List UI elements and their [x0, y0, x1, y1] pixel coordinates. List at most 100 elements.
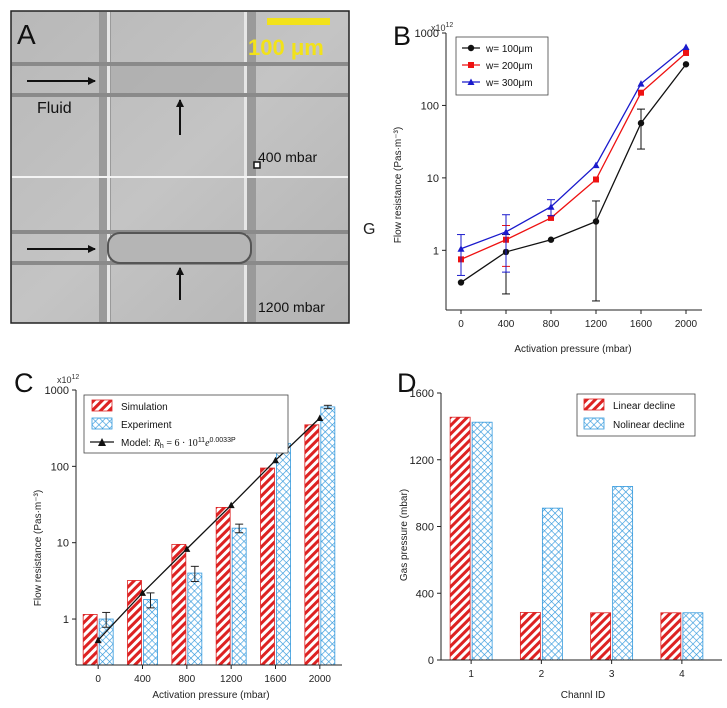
legend-label-linear: Linear decline	[613, 401, 676, 412]
x-tick-label-c: 2000	[309, 674, 332, 685]
y-tick-label-c: 10	[57, 538, 69, 550]
panel-a: 100 μm A Fluid 400 mbar 1200 mbar	[10, 10, 350, 324]
y-tick-label-d: 1600	[410, 388, 434, 400]
legend-marker-b	[467, 44, 475, 52]
y-tick-label-b: 100	[421, 100, 439, 112]
y-axis-label-b: Flow resistance (Pas·m⁻³)	[393, 127, 404, 243]
bar-d-linear	[590, 612, 612, 661]
dust-marker	[253, 161, 261, 169]
x-tick-label-b: 800	[543, 319, 560, 330]
x-tick-label-b: 1200	[585, 319, 608, 330]
bar-d-nonlinear	[541, 507, 563, 661]
model-point-c	[139, 589, 146, 596]
data-point-b	[592, 161, 600, 169]
bar-c-experiment	[143, 599, 158, 666]
bar-c-simulation	[260, 467, 275, 666]
legend-label-b: w= 300μm	[485, 78, 533, 89]
data-point-b	[502, 228, 510, 235]
panel-d: D Gas pressure (mbar) Channl ID 0 400 800 1…	[397, 368, 722, 701]
data-point-b	[548, 214, 554, 221]
panel-letter-a: A	[17, 19, 36, 50]
lower-valve-collapse	[107, 232, 252, 264]
panel-letter-b: B	[393, 21, 411, 51]
legend-label-nonlinear: Nolinear decline	[613, 420, 685, 431]
x-tick-label-c: 1600	[264, 674, 287, 685]
data-point-b	[683, 49, 689, 56]
panel-c: C x1012 Flow resistance (Pas·m⁻³) Activa…	[14, 368, 342, 701]
bar-d-nonlinear	[682, 612, 704, 661]
bar-c-experiment	[187, 572, 203, 666]
multiplier-b: x1012	[431, 22, 453, 33]
model-point-c	[227, 501, 235, 509]
bar-c-experiment	[320, 406, 336, 666]
bar-c-simulation	[304, 424, 320, 666]
data-point-b	[593, 176, 599, 183]
legend-swatch-nonlinear	[583, 417, 605, 430]
bar-c-experiment	[231, 527, 247, 666]
data-point-b	[547, 236, 555, 243]
x-tick-label-d: 3	[609, 669, 615, 680]
y-tick-label-b: 10	[427, 173, 439, 185]
bar-d-nonlinear	[612, 486, 634, 661]
data-point-b	[638, 89, 644, 96]
model-point-c	[316, 414, 324, 421]
y-tick-label-b: 1000	[415, 28, 439, 40]
legend-b: w= 100μm w= 200μm w= 300μm	[455, 36, 549, 96]
bar-d-linear	[660, 612, 682, 661]
legend-c: Simulation Experiment Model: Rh = 6 · 10…	[83, 394, 289, 454]
bar-d-linear	[449, 416, 471, 661]
x-tick-label-c: 0	[95, 674, 101, 685]
x-tick-label-b: 1600	[630, 319, 653, 330]
panel-letter-c: C	[14, 368, 34, 398]
y-tick-label-d: 400	[416, 588, 434, 600]
series-line-b	[460, 46, 687, 250]
legend-marker-model	[98, 438, 106, 446]
legend-label-model: Model: Rh = 6 · 1011e0.0033P	[121, 437, 236, 450]
series-line-b	[460, 63, 687, 283]
image-divider	[12, 176, 348, 178]
panel-b: B x1012 G Flow resistance (Pas·m⁻³) Acti…	[363, 21, 702, 355]
bar-d-linear	[519, 612, 541, 661]
bar-c-simulation	[215, 506, 231, 666]
bar-c-experiment	[276, 442, 291, 666]
data-point-b	[547, 203, 555, 210]
data-point-b	[682, 43, 690, 51]
scale-bar	[267, 18, 330, 25]
legend-swatch-experiment	[91, 417, 113, 430]
y-axis-label-d: Gas pressure (mbar)	[399, 489, 410, 581]
x-tick-label-b: 400	[498, 319, 515, 330]
x-tick-label-c: 800	[178, 674, 195, 685]
x-tick-label-b: 2000	[675, 319, 698, 330]
x-axis-label-c: Activation pressure (mbar)	[152, 690, 269, 701]
legend-swatch-linear	[583, 398, 605, 411]
data-point-b	[682, 61, 690, 68]
y-tick-label-c: 1	[63, 614, 69, 626]
legend-label-experiment: Experiment	[121, 420, 172, 431]
x-tick-label-c: 400	[134, 674, 151, 685]
fluid-label: Fluid	[37, 100, 72, 117]
panel-letter-d: D	[397, 368, 417, 398]
model-point-c	[183, 545, 191, 552]
data-point-b	[637, 80, 645, 87]
model-point-c	[94, 636, 102, 644]
stray-g-label: G	[363, 221, 375, 238]
y-tick-label-d: 1200	[410, 455, 434, 467]
data-point-b	[637, 119, 645, 127]
legend-marker-b	[468, 62, 474, 68]
legend-d: Linear decline Nolinear decline	[576, 393, 696, 437]
bar-d-nonlinear	[471, 421, 493, 661]
x-axis-label-b: Activation pressure (mbar)	[514, 344, 631, 355]
bar-c-simulation	[82, 614, 98, 666]
legend-swatch-simulation	[91, 399, 113, 412]
scale-label: 100 μm	[248, 35, 324, 60]
legend-label-simulation: Simulation	[121, 402, 168, 413]
y-tick-label-c: 100	[51, 461, 69, 473]
y-tick-label-b: 1	[433, 245, 439, 257]
y-tick-label-c: 1000	[45, 385, 69, 397]
model-point-c	[272, 456, 279, 464]
data-point-b	[457, 245, 465, 252]
y-axis-label-c: Flow resistance (Pas·m⁻³)	[33, 490, 44, 606]
bar-c-simulation	[127, 580, 142, 666]
bottom-pressure-label: 1200 mbar	[258, 299, 325, 315]
